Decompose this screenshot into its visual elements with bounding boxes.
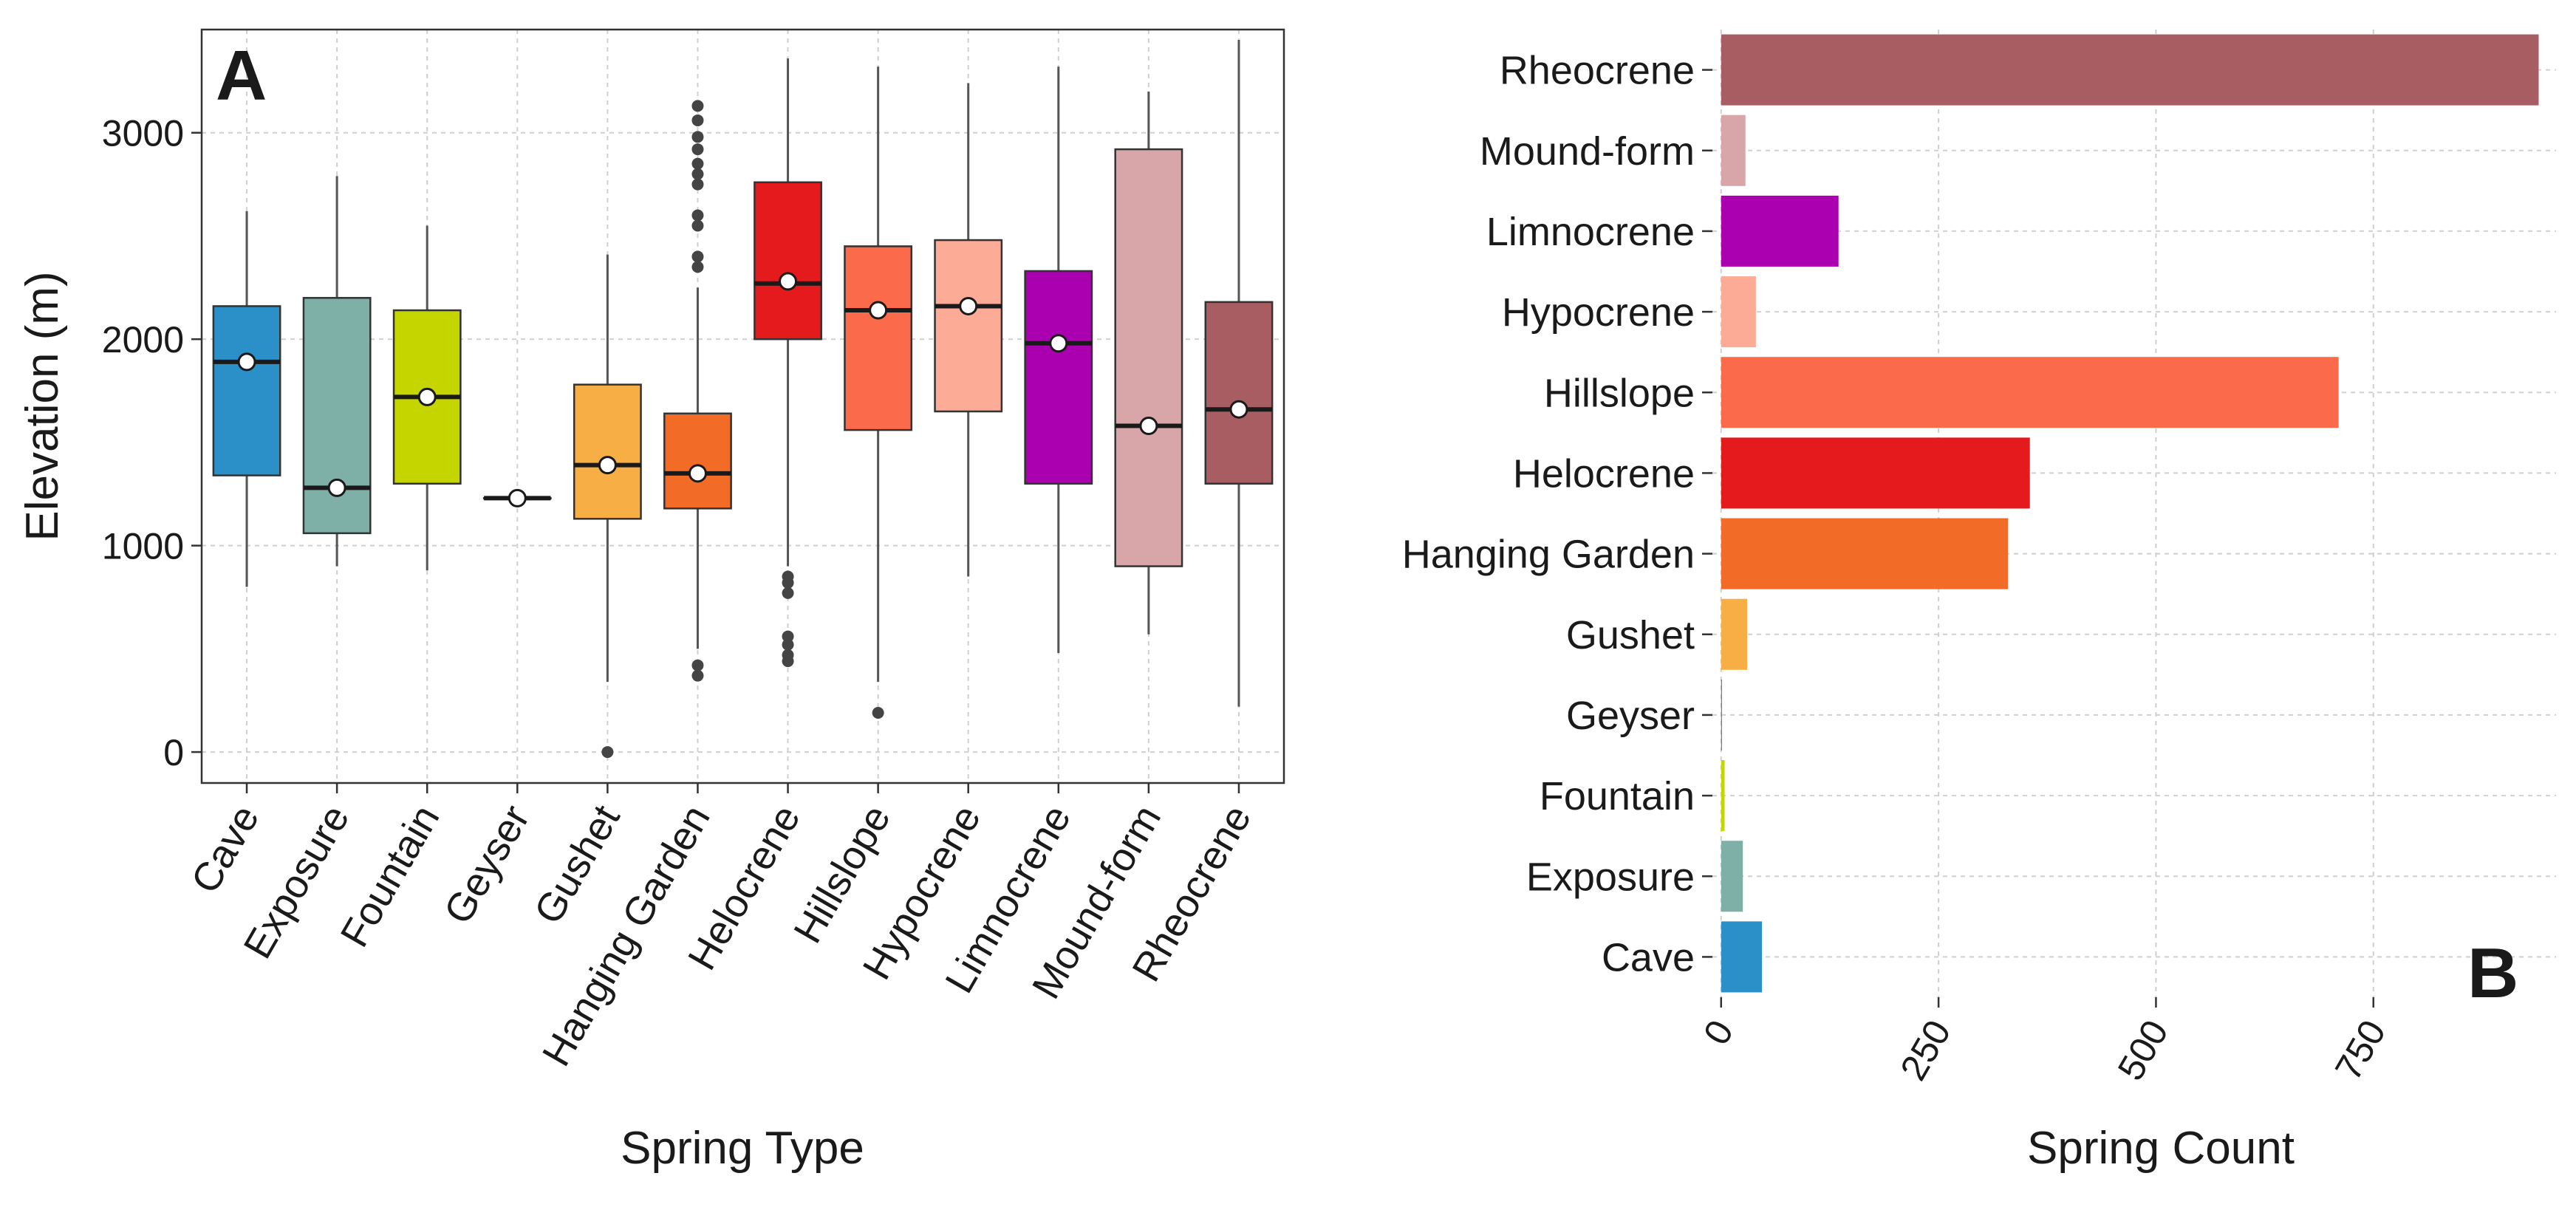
panel-b-bars (1721, 34, 2539, 993)
panel-a-ytick-label-0: 0 (163, 732, 184, 773)
mean-limnocrene (1049, 334, 1068, 353)
mean-helocrene (779, 272, 798, 291)
box-mound-form (1114, 148, 1183, 567)
panel-b-ytick-label-gushet: Gushet (1566, 613, 1695, 657)
box-hypocrene (934, 239, 1003, 413)
bar-cave (1721, 921, 1763, 993)
outlier-helocrene-2 (782, 638, 794, 651)
outlier-hanging-garden-5 (691, 209, 704, 222)
bar-hillslope (1721, 357, 2339, 428)
bar-gushet (1721, 598, 1748, 670)
panel-b-ytick-label-rheocrene: Rheocrene (1500, 49, 1695, 93)
box-cave (212, 305, 281, 476)
panel-b-xtick-label-0: 0 (1695, 1013, 1741, 1052)
outlier-helocrene-4 (782, 587, 794, 599)
panel-a-y-ticks: 0 1000 2000 3000 (102, 113, 202, 773)
mean-fountain (417, 387, 437, 406)
box-helocrene (754, 181, 822, 341)
bar-helocrene (1721, 437, 2030, 509)
box-hillslope (844, 245, 913, 431)
panel-b-grid (1712, 30, 2556, 997)
mean-gushet (598, 456, 617, 475)
outlier-hanging-garden-8 (691, 157, 704, 170)
outlier-helocrene-3 (782, 630, 794, 643)
panel-a-ytick-label-2000: 2000 (102, 319, 184, 360)
bar-hypocrene (1721, 276, 1756, 348)
panel-a-ytick-label-1000: 1000 (102, 526, 184, 567)
box-gushet (573, 383, 642, 520)
outlier-hanging-garden-11 (691, 114, 704, 126)
bar-limnocrene (1721, 195, 1839, 267)
outlier-hanging-garden-4 (691, 219, 704, 232)
box-exposure (302, 297, 372, 535)
outlier-hanging-garden-1 (691, 659, 704, 671)
panel-a-x-ticks: CaveExposureFountainGeyserGushetHanging … (182, 783, 1260, 1073)
bar-geyser (1721, 679, 1722, 750)
panel-b-ytick-label-hypocrene: Hypocrene (1502, 290, 1695, 335)
mean-cave (237, 352, 256, 372)
panel-b-ytick-label-exposure: Exposure (1526, 855, 1695, 899)
outlier-hanging-garden-2 (691, 261, 704, 273)
box-limnocrene (1024, 270, 1093, 485)
bar-hanging-garden (1721, 518, 2009, 589)
outlier-hillslope-0 (872, 706, 884, 719)
box-rheocrene (1204, 301, 1274, 485)
outlier-gushet-0 (601, 746, 614, 759)
panel-b-x-ticks: 0 250 500 750 (1695, 997, 2394, 1087)
outlier-hanging-garden-0 (691, 669, 704, 682)
outlier-helocrene-6 (782, 570, 794, 583)
bar-exposure (1721, 841, 1743, 912)
panel-a-letter: A (216, 36, 267, 115)
panel-b-y-ticks: Rheocrene Mound-form Limnocrene Hypocrene Hi… (1402, 49, 1712, 979)
panel-b-ytick-label-cave: Cave (1602, 935, 1695, 979)
mean-geyser (508, 488, 527, 507)
panel-b-ytick-label-limnocrene: Limnocrene (1486, 210, 1695, 254)
panel-a-y-axis-title: Elevation (m) (17, 271, 68, 541)
outlier-hanging-garden-6 (691, 178, 704, 191)
panel-a-xtick-label-geyser: Geyser (436, 798, 539, 931)
mean-hypocrene (959, 296, 978, 315)
mean-exposure (327, 478, 346, 497)
panel-b-letter: B (2467, 934, 2518, 1013)
panel-a-frame (200, 28, 1285, 784)
outlier-hanging-garden-3 (691, 250, 704, 263)
panel-b-xtick-label-250: 250 (1892, 1013, 1958, 1087)
panel-b-ytick-label-geyser: Geyser (1566, 694, 1695, 738)
mean-hillslope (869, 301, 888, 320)
box-hanging-garden (663, 412, 732, 510)
panel-b-barchart: Rheocrene Mound-form Limnocrene Hypocrene Hi… (1402, 30, 2556, 1174)
bar-mound-form (1721, 114, 1746, 186)
panel-b-ytick-label-hillslope: Hillslope (1544, 371, 1695, 415)
panel-b-ytick-label-mound-form: Mound-form (1480, 129, 1695, 174)
panel-a-x-axis-title: Spring Type (621, 1123, 864, 1174)
panel-a-boxplot: 0 1000 2000 3000 CaveExposureFountainGeyser… (17, 28, 1285, 1174)
outlier-hanging-garden-12 (691, 100, 704, 112)
panel-b-ytick-label-hanging-garden: Hanging Garden (1402, 533, 1695, 577)
panel-b-ytick-label-helocrene: Helocrene (1513, 451, 1695, 496)
panel-b-ytick-label-fountain: Fountain (1540, 774, 1695, 818)
panel-b-xtick-label-500: 500 (2110, 1013, 2176, 1087)
panel-b-xtick-label-750: 750 (2327, 1013, 2394, 1087)
panel-a-xtick-label-cave: Cave (182, 798, 267, 900)
mean-hanging-garden (688, 464, 707, 483)
outlier-helocrene-1 (782, 649, 794, 661)
bar-fountain (1721, 760, 1725, 832)
outlier-hanging-garden-10 (691, 131, 704, 143)
mean-mound-form (1139, 417, 1158, 436)
mean-rheocrene (1229, 400, 1248, 419)
outlier-hanging-garden-9 (691, 143, 704, 156)
panel-b-x-axis-title: Spring Count (2027, 1123, 2295, 1174)
bar-rheocrene (1721, 34, 2539, 106)
outlier-hanging-garden-7 (691, 168, 704, 180)
panel-a-xtick-label-gushet: Gushet (526, 798, 629, 931)
panel-a-ytick-label-3000: 3000 (102, 113, 184, 154)
panel-a-boxes (212, 39, 1274, 759)
